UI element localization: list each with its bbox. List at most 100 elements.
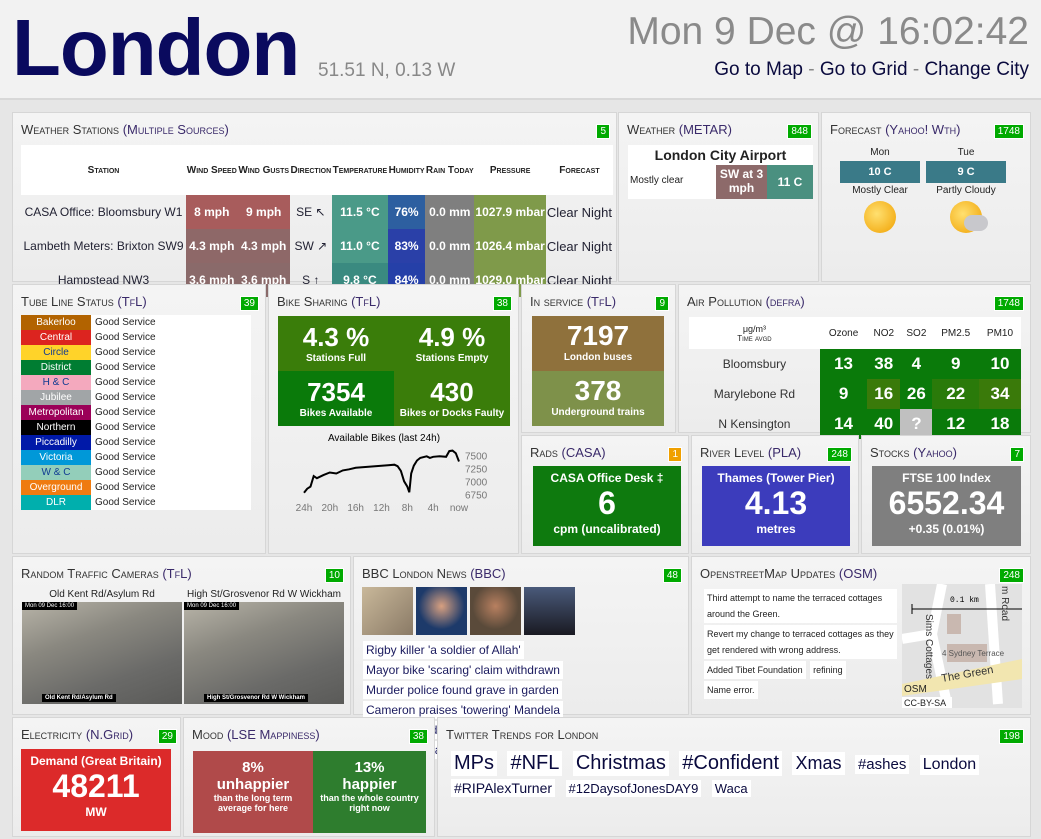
x-tick-label: now — [450, 503, 469, 514]
twitter-trend[interactable]: London — [919, 755, 980, 775]
tube-line-status: Good Service — [95, 452, 156, 463]
forecast-condition: Partly Cloudy — [936, 185, 996, 196]
osm-map[interactable]: 0.1 km Sims Cottages m Road The Green 4 … — [902, 584, 1022, 708]
twitter-trend[interactable]: #12DaysofJonesDAY9 — [565, 780, 702, 797]
site-name: Marylebone Rd — [713, 387, 796, 401]
map-license: CC-BY-SA — [904, 698, 946, 708]
map-street: m Road — [999, 586, 1010, 621]
twitter-trend[interactable]: Christmas — [572, 751, 669, 776]
camera-timestamp: Mon 09 Dec 16:00 — [22, 602, 78, 610]
twitter-trend[interactable]: MPs — [451, 751, 497, 776]
tube-line-status: Good Service — [95, 497, 156, 508]
x-tick-label: 8h — [402, 503, 413, 514]
pollution-value: 10 — [978, 349, 1021, 379]
cell-dir: SE ↖ — [296, 205, 326, 219]
bbc-news-panel: BBC London News (BBC) 48 Rigby killer 'a… — [353, 556, 689, 759]
pollution-value: 16 — [867, 379, 901, 409]
tube-line-row[interactable]: Metropolitan Good Service — [21, 405, 251, 420]
go-to-grid-link[interactable]: Go to Grid — [819, 59, 908, 80]
camera-image[interactable]: Mon 09 Dec 16:00 Old Kent Rd/Asylum Rd — [22, 602, 182, 704]
news-photo[interactable] — [416, 587, 467, 635]
news-photo[interactable] — [524, 587, 575, 635]
panel-title: Stocks (Yahoo) — [870, 445, 957, 460]
cell-speed: 4.3 mph — [186, 229, 238, 263]
forecast-day: Mon — [870, 147, 890, 158]
site-name: N Kensington — [718, 417, 791, 431]
bike-sharing-panel: Bike Sharing (TfL) 38 4.3 % Stations Full… — [268, 284, 519, 554]
forecast-condition: Mostly Clear — [852, 185, 908, 196]
tube-line-status: Good Service — [95, 407, 156, 418]
tube-line-row[interactable]: Circle Good Service — [21, 345, 251, 360]
update-badge: 38 — [492, 296, 512, 311]
station-row: CASA Office: Bloomsbury W1 8 mph 9 mph SE ↖… — [21, 195, 613, 229]
pollution-value: 13 — [819, 349, 868, 379]
tube-line-name: Jubilee — [21, 390, 91, 405]
tube-line-row[interactable]: H & C Good Service — [21, 375, 251, 390]
pollution-value: 26 — [900, 379, 933, 409]
osm-update[interactable]: Added Tibet Foundation — [704, 661, 806, 679]
tube-line-row[interactable]: DLR Good Service — [21, 495, 251, 510]
update-badge: 1748 — [993, 296, 1024, 311]
twitter-trend[interactable]: #ashes — [854, 755, 910, 774]
tube-line-row[interactable]: W & C Good Service — [21, 465, 251, 480]
tube-line-status: Good Service — [95, 317, 156, 328]
x-tick-label: 4h — [428, 503, 439, 514]
available-bikes-chart: Available Bikes (last 24h) 7500 7250 7000 67… — [296, 433, 488, 514]
update-badge: 9 — [655, 296, 669, 311]
cell-hum: 83% — [388, 229, 426, 263]
panel-title: Weather (METAR) — [627, 122, 732, 137]
tube-line-row[interactable]: Northern Good Service — [21, 420, 251, 435]
y-tick-label: 7000 — [465, 477, 488, 488]
tube-line-row[interactable]: District Good Service — [21, 360, 251, 375]
osm-update[interactable]: Name error. — [704, 681, 758, 699]
tube-line-name: Northern — [21, 420, 91, 435]
twitter-trend[interactable]: Xmas — [792, 752, 845, 775]
traffic-cameras-panel: Random Traffic Cameras (TfL) 10 Old Kent… — [12, 556, 351, 715]
news-photo[interactable] — [470, 587, 521, 635]
twitter-trend[interactable]: #Confident — [679, 751, 783, 776]
news-headline[interactable]: Cameron praises 'towering' Mandela — [363, 701, 564, 719]
map-building: 4 Sydney Terrace — [942, 649, 1005, 658]
tube-line-row[interactable]: Bakerloo Good Service — [21, 315, 251, 330]
news-headline[interactable]: Mayor bike 'scaring' claim withdrawn — [363, 661, 563, 679]
site-name: Bloomsbury — [722, 357, 787, 371]
city-title: London — [12, 3, 300, 92]
bikes-series-line — [303, 449, 460, 494]
osm-panel: OpenstreetMap Updates (OSM) 248 Third at… — [691, 556, 1031, 715]
twitter-trend[interactable]: #RIPAlexTurner — [451, 779, 556, 797]
chart-title: Available Bikes (last 24h) — [328, 433, 440, 444]
tube-line-name: Central — [21, 330, 91, 345]
buses-tile: 7197 London buses — [532, 316, 664, 371]
tube-line-status: Good Service — [95, 377, 156, 388]
datetime: Mon 9 Dec @ 16:02:42 — [627, 10, 1029, 53]
y-tick-label: 7250 — [465, 464, 488, 475]
tube-line-row[interactable]: Overground Good Service — [21, 480, 251, 495]
twitter-panel: Twitter Trends for London 198 MPs #NFL C… — [437, 717, 1031, 837]
tube-line-row[interactable]: Piccadilly Good Service — [21, 435, 251, 450]
unit-avg-label: Time avgd — [737, 333, 772, 343]
camera-image[interactable]: Mon 09 Dec 16:00 High St/Grosvenor Rd W W… — [184, 602, 344, 704]
osm-update[interactable]: refining — [810, 661, 846, 679]
tube-line-row[interactable]: Victoria Good Service — [21, 450, 251, 465]
tube-line-row[interactable]: Jubilee Good Service — [21, 390, 251, 405]
go-to-map-link[interactable]: Go to Map — [714, 59, 803, 80]
tube-line-status: Good Service — [95, 437, 156, 448]
osm-update[interactable]: Third attempt to name the terraced cotta… — [704, 589, 897, 623]
update-badge: 7 — [1010, 447, 1024, 462]
change-city-link[interactable]: Change City — [924, 59, 1029, 80]
osm-update[interactable]: Revert my change to terraced cottages as… — [704, 625, 897, 659]
update-badge: 248 — [999, 568, 1024, 583]
update-badge: 38 — [408, 729, 428, 744]
news-photo[interactable] — [362, 587, 413, 635]
nav-links: Go to Map - Go to Grid - Change City — [714, 59, 1029, 80]
tube-line-row[interactable]: Central Good Service — [21, 330, 251, 345]
twitter-trend[interactable]: #NFL — [507, 751, 563, 776]
news-headline[interactable]: Rigby killer 'a soldier of Allah' — [363, 641, 524, 659]
tube-line-status: Good Service — [95, 482, 156, 493]
twitter-trend[interactable]: Waca — [711, 780, 751, 797]
pollutant-header: SO2 — [900, 317, 933, 349]
news-headline[interactable]: Murder police found grave in garden — [363, 681, 562, 699]
tube-line-name: Metropolitan — [21, 405, 91, 420]
weather-stations-panel: Weather Stations (Multiple Sources) 5 St… — [12, 112, 617, 297]
pollution-value: 38 — [867, 349, 901, 379]
